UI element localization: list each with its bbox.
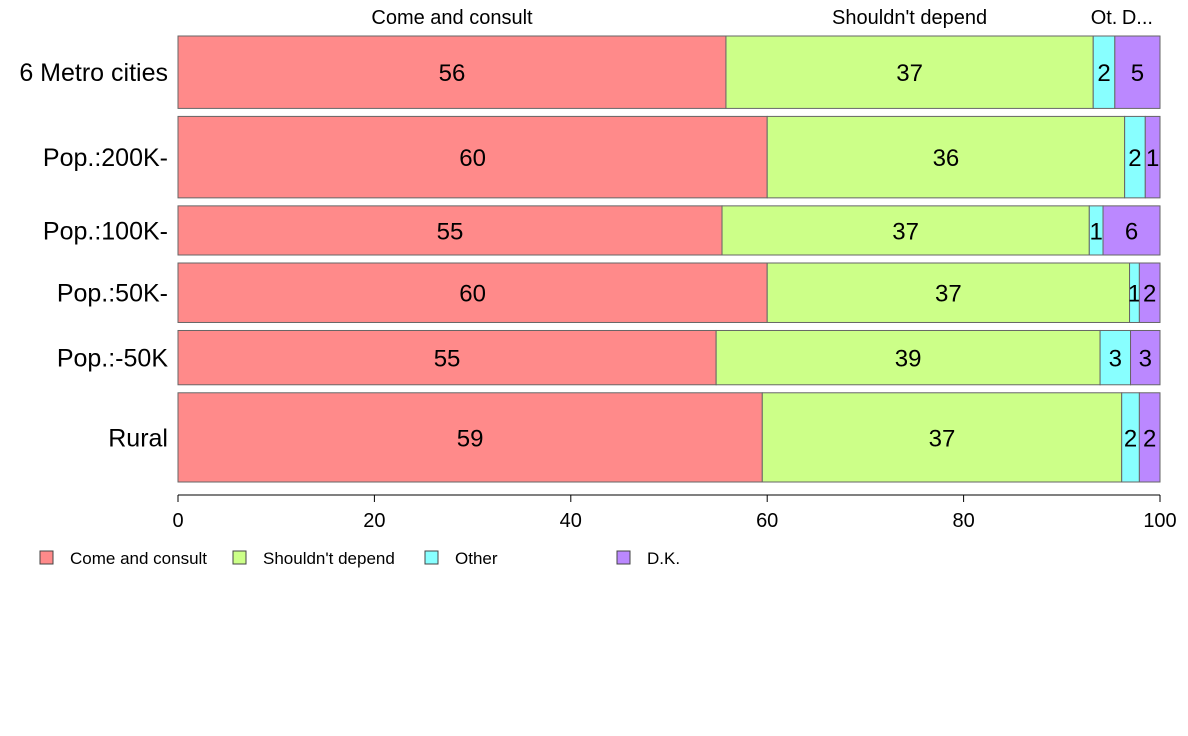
- top-series-label: Shouldn't depend: [832, 7, 987, 29]
- segment-value-label: 5: [1131, 60, 1144, 87]
- bar-segment: [766, 115, 1126, 199]
- segment-value-label: 37: [929, 425, 956, 452]
- x-tick-label: 60: [756, 510, 778, 532]
- legend-swatch: [232, 550, 247, 565]
- segment-value-label: 6: [1125, 218, 1138, 245]
- x-tick-label: 100: [1143, 510, 1176, 532]
- bar-segment: [725, 35, 1094, 109]
- segment-value-label: 1: [1146, 145, 1159, 172]
- legend-swatch: [39, 550, 54, 565]
- category-label: 6 Metro cities: [19, 59, 168, 87]
- segment-value-label: 2: [1097, 60, 1110, 87]
- x-tick-label: 40: [560, 510, 582, 532]
- segment-value-label: 55: [437, 218, 464, 245]
- bar-segment: [177, 262, 768, 323]
- segment-value-label: 59: [457, 425, 484, 452]
- bar-segment: [1138, 262, 1161, 323]
- segment-value-label: 55: [434, 346, 461, 373]
- bar-segment: [761, 392, 1123, 483]
- bar-segment: [177, 35, 727, 109]
- segment-value-label: 39: [895, 346, 922, 373]
- bar-segment: [1102, 205, 1161, 256]
- bar-segment: [721, 205, 1090, 256]
- category-label: Pop.:50K-: [57, 280, 168, 308]
- x-tick-label: 80: [952, 510, 974, 532]
- segment-value-label: 1: [1128, 281, 1141, 308]
- top-series-label: Ot.: [1091, 7, 1118, 29]
- bar-segment: [715, 329, 1101, 386]
- segment-value-label: 37: [896, 60, 923, 87]
- category-label: Pop.:100K-: [43, 217, 168, 245]
- top-series-label: D...: [1122, 7, 1153, 29]
- legend-label: D.K.: [647, 549, 680, 568]
- legend-swatch: [424, 550, 439, 565]
- bar-segment: [1130, 329, 1161, 386]
- category-label: Pop.:200K-: [43, 144, 168, 172]
- segment-value-label: 37: [935, 281, 962, 308]
- bar-segment: [177, 115, 768, 199]
- segment-value-label: 37: [892, 218, 919, 245]
- bar-segment: [1138, 392, 1161, 483]
- segment-value-label: 36: [933, 145, 960, 172]
- segment-value-label: 2: [1143, 425, 1156, 452]
- bar-segment: [1144, 115, 1161, 199]
- legend-label: Come and consult: [70, 549, 207, 568]
- segment-value-label: 60: [459, 145, 486, 172]
- segment-value-label: 2: [1124, 425, 1137, 452]
- bar-segment: [177, 329, 717, 386]
- x-tick-label: 0: [172, 510, 183, 532]
- legend-label: Other: [455, 549, 498, 568]
- category-label: Pop.:-50K: [57, 345, 169, 373]
- segment-value-label: 2: [1143, 281, 1156, 308]
- segment-value-label: 56: [439, 60, 466, 87]
- legend-label: Shouldn't depend: [263, 549, 395, 568]
- segment-value-label: 2: [1128, 145, 1141, 172]
- bar-segment: [177, 392, 763, 483]
- top-series-label: Come and consult: [371, 7, 533, 29]
- x-tick-label: 20: [363, 510, 385, 532]
- bar-segment: [766, 262, 1131, 323]
- segment-value-label: 3: [1109, 346, 1122, 373]
- legend-swatch: [616, 550, 631, 565]
- segment-value-label: 1: [1089, 218, 1102, 245]
- category-label: Rural: [108, 424, 168, 452]
- bar-segment: [1114, 35, 1161, 109]
- segment-value-label: 3: [1139, 346, 1152, 373]
- segment-value-label: 60: [459, 281, 486, 308]
- bar-segment: [1099, 329, 1132, 386]
- bar-segment: [177, 205, 723, 256]
